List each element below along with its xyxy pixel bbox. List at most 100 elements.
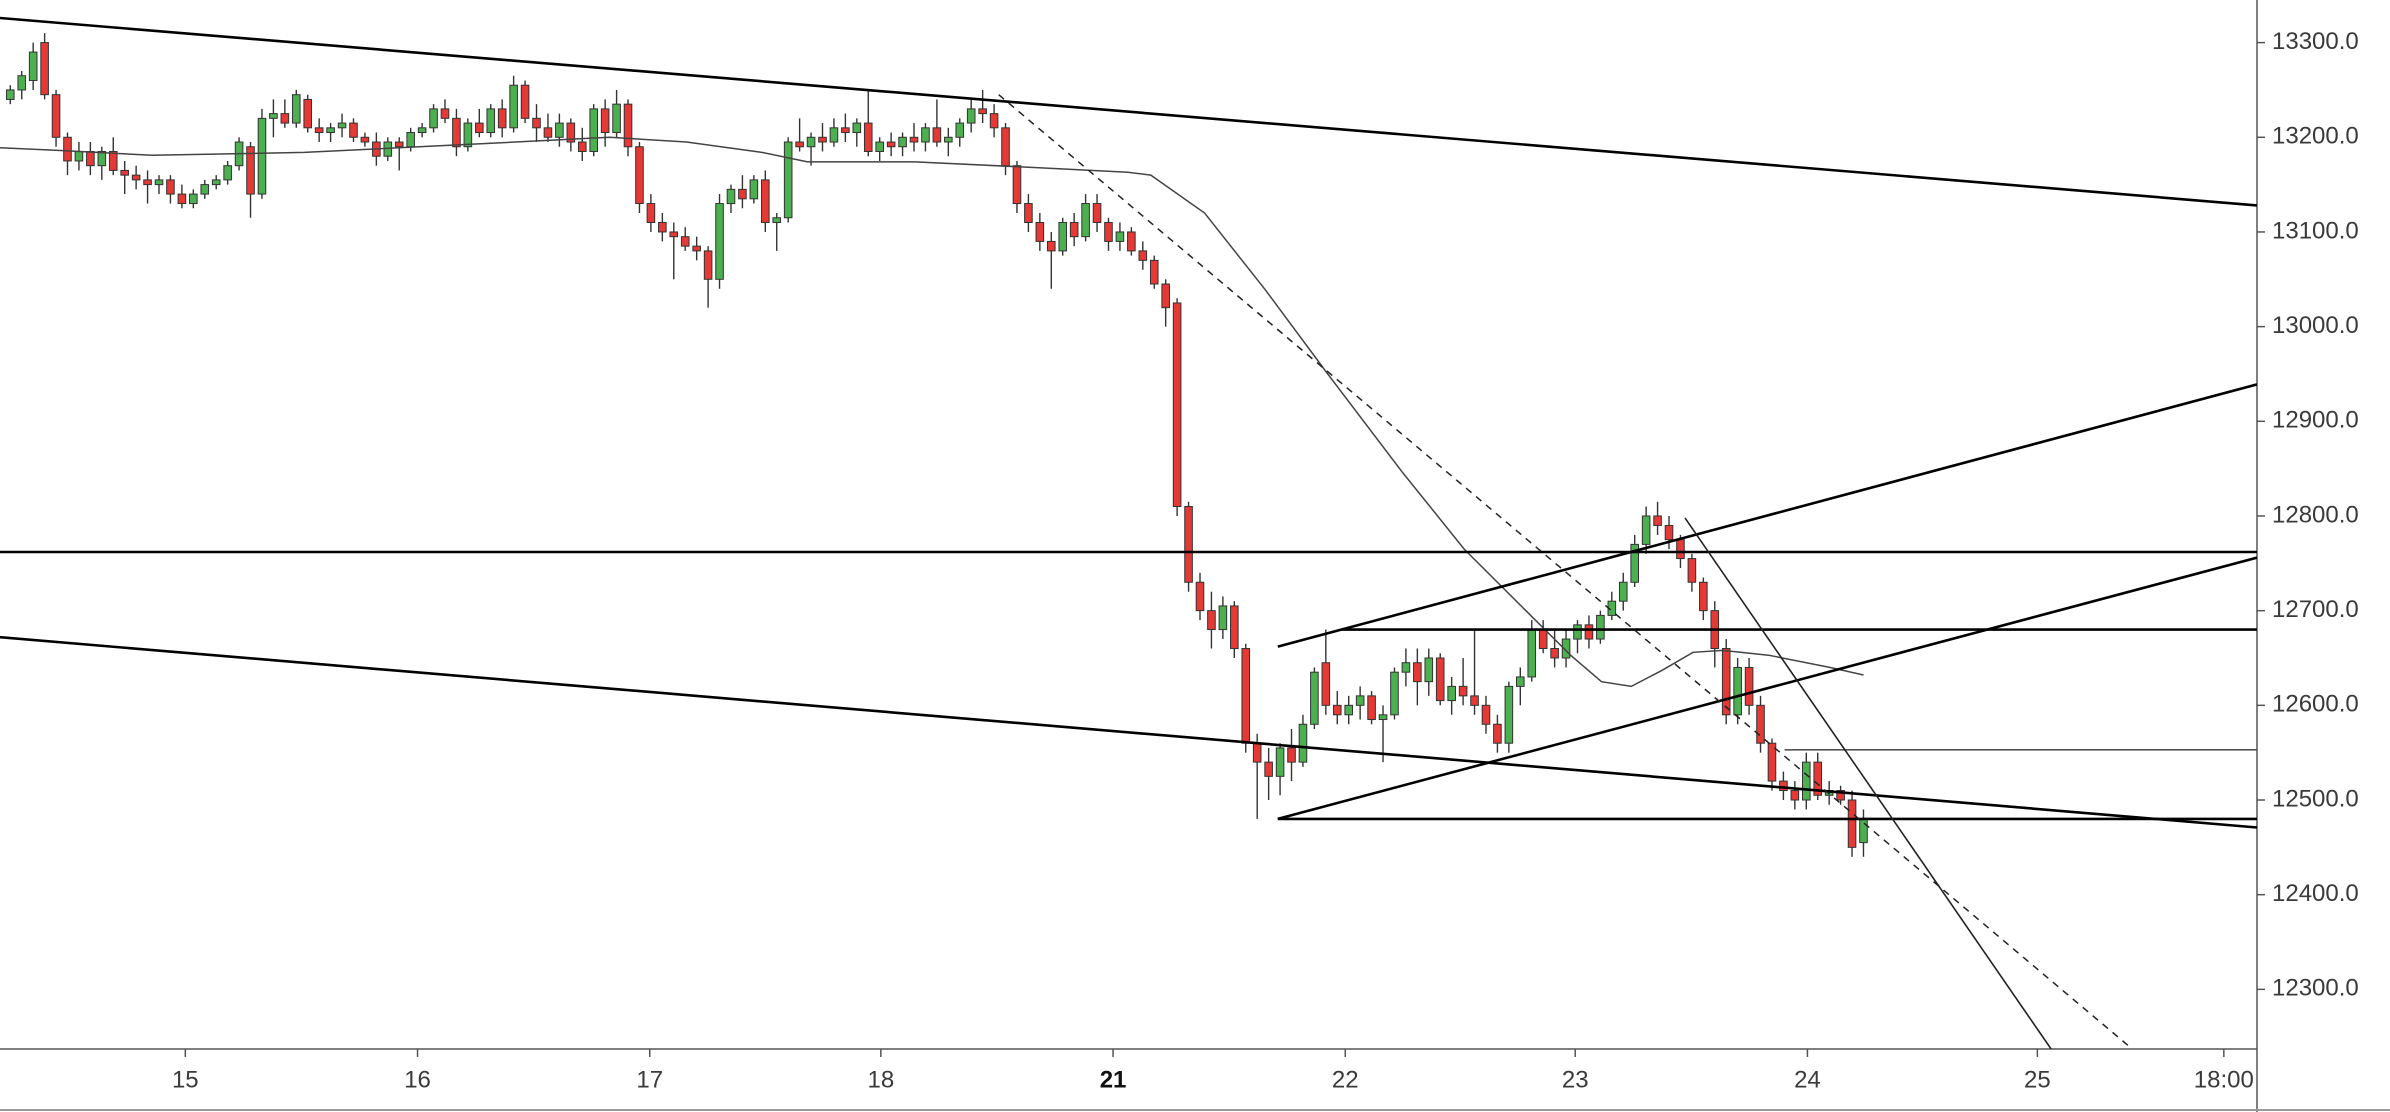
candle-body	[154, 179, 164, 186]
candle-body	[1092, 203, 1102, 223]
candle-body	[669, 231, 679, 238]
x-tick-label: 22	[1332, 1066, 1359, 1093]
candle-body	[452, 117, 461, 148]
candle-body	[40, 42, 49, 96]
candle-body	[898, 136, 907, 148]
candle-body	[429, 108, 438, 129]
candle-body	[886, 141, 896, 148]
candle-body	[1184, 506, 1193, 583]
candle-body	[772, 217, 782, 223]
x-tick-label: 18	[867, 1066, 894, 1093]
candle-body	[1596, 614, 1605, 640]
candle-body	[1847, 799, 1857, 848]
candle-body	[1104, 221, 1113, 242]
candle-body	[715, 203, 724, 280]
candle-body	[1756, 704, 1765, 744]
x-tick-label: 24	[1794, 1066, 1821, 1093]
trend-line	[0, 16, 2257, 207]
candle-body	[749, 179, 759, 200]
candle-body	[349, 122, 358, 138]
candle-body	[1024, 203, 1033, 223]
candle-body	[646, 203, 656, 223]
candle-body	[463, 122, 473, 148]
candle-body	[360, 136, 370, 143]
candle-body	[120, 169, 129, 176]
candle-body	[440, 108, 450, 119]
candle-body	[1813, 761, 1823, 796]
candle-body	[28, 51, 38, 81]
candle-body	[1481, 704, 1491, 725]
y-tick-label: 12300.0	[2272, 975, 2359, 1002]
candle-body	[1470, 695, 1479, 706]
y-tick-label: 12400.0	[2272, 880, 2359, 907]
x-tick-label: 25	[2024, 1066, 2051, 1093]
candle-body	[1836, 790, 1845, 801]
candle-body	[875, 141, 884, 152]
candle-body	[555, 122, 564, 138]
candle-body	[1584, 624, 1594, 640]
candle-body	[1653, 515, 1662, 526]
candle-body	[486, 108, 496, 134]
candle-body	[509, 84, 518, 129]
candle-body	[63, 136, 72, 162]
candle-body	[703, 250, 713, 280]
candle-body	[852, 122, 862, 134]
candle-body	[1332, 704, 1342, 716]
candle-body	[760, 179, 770, 223]
candle-body	[1435, 657, 1445, 702]
candle-body	[658, 221, 667, 233]
candle-body	[1561, 638, 1571, 659]
trend-line	[1277, 383, 2257, 648]
candle-body	[417, 127, 427, 134]
y-tick-label: 13300.0	[2272, 28, 2359, 55]
candle-body	[1493, 723, 1502, 744]
candle-body	[1069, 221, 1079, 238]
candle-body	[1115, 231, 1125, 242]
candle-body	[17, 75, 27, 91]
candle-body	[166, 179, 175, 195]
candle-body	[1767, 742, 1777, 782]
candle-body	[1413, 662, 1422, 683]
candle-body	[1230, 605, 1239, 650]
candle-body	[314, 127, 324, 134]
candle-body	[1458, 685, 1468, 697]
candle-body	[394, 141, 404, 148]
candle-body	[966, 108, 976, 124]
candle-body	[829, 127, 839, 143]
candle-body	[1733, 666, 1742, 716]
x-tick-label: 17	[636, 1066, 663, 1093]
candle-body	[1721, 648, 1731, 716]
candle-body	[1275, 747, 1285, 777]
candle-body	[1550, 648, 1559, 659]
candle-body	[51, 94, 61, 138]
candle-body	[955, 122, 965, 138]
candle-body	[5, 89, 15, 100]
candle-body	[692, 245, 701, 252]
candle-body	[1687, 558, 1697, 583]
candle-body	[1218, 605, 1228, 631]
candle-body	[612, 103, 621, 134]
candle-body	[74, 150, 84, 162]
candle-body	[1699, 581, 1708, 612]
x-tick-label: 21	[1100, 1066, 1127, 1093]
y-tick-label: 12800.0	[2272, 501, 2359, 528]
candle-body	[1298, 723, 1308, 763]
candle-body	[1172, 302, 1182, 508]
candle-body	[1012, 165, 1022, 205]
candle-body	[1035, 221, 1045, 242]
y-tick-label: 13100.0	[2272, 217, 2359, 244]
candle-body	[1058, 221, 1068, 252]
candle-body	[1344, 704, 1354, 716]
candle-body	[1801, 761, 1811, 801]
candle-body	[944, 136, 953, 143]
candle-body	[1527, 629, 1537, 678]
candle-body	[200, 184, 210, 195]
candle-body	[223, 165, 232, 181]
candle-body	[1195, 581, 1205, 612]
candle-body	[303, 98, 313, 129]
candle-body	[1744, 666, 1754, 706]
candle-body	[326, 127, 335, 134]
candle-body	[532, 117, 541, 129]
candle-body	[246, 146, 255, 195]
candle-body	[1573, 624, 1582, 640]
